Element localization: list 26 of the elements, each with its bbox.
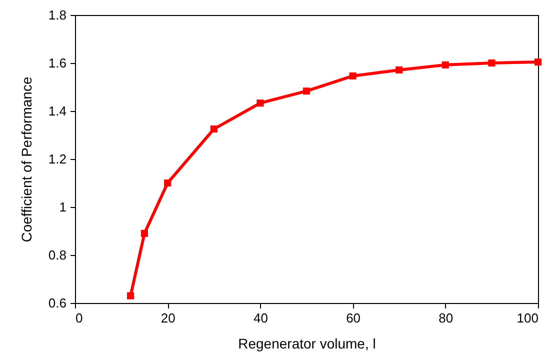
y-tick-label: 1.2 — [48, 152, 66, 166]
x-axis-title: Regenerator volume, l — [238, 336, 376, 352]
point — [488, 59, 496, 67]
point — [256, 100, 264, 107]
point — [442, 61, 449, 68]
y-tick-label: 0.8 — [48, 248, 66, 262]
x-tick-label: 60 — [346, 310, 361, 326]
point — [396, 66, 403, 74]
point — [534, 58, 542, 66]
y-tick-label: 1.4 — [48, 104, 66, 118]
x-tick-label: 80 — [438, 310, 454, 326]
y-tick-label: 1 — [59, 200, 66, 214]
point — [210, 125, 218, 133]
x-tick-label: 0 — [76, 310, 83, 326]
point — [349, 72, 356, 80]
x-tick-label: 100 — [516, 310, 538, 326]
x-tick-label: 40 — [253, 310, 268, 326]
y-tick-label: 1.6 — [48, 56, 66, 70]
point — [140, 230, 148, 237]
y-axis-title: Coefficient of Performance — [18, 76, 34, 242]
point — [164, 179, 172, 187]
y-tick-label: 0.6 — [48, 296, 66, 310]
y-tick-label: 1.8 — [48, 8, 66, 22]
x-tick-label: 20 — [160, 310, 176, 326]
point — [127, 292, 134, 300]
point — [302, 88, 310, 95]
